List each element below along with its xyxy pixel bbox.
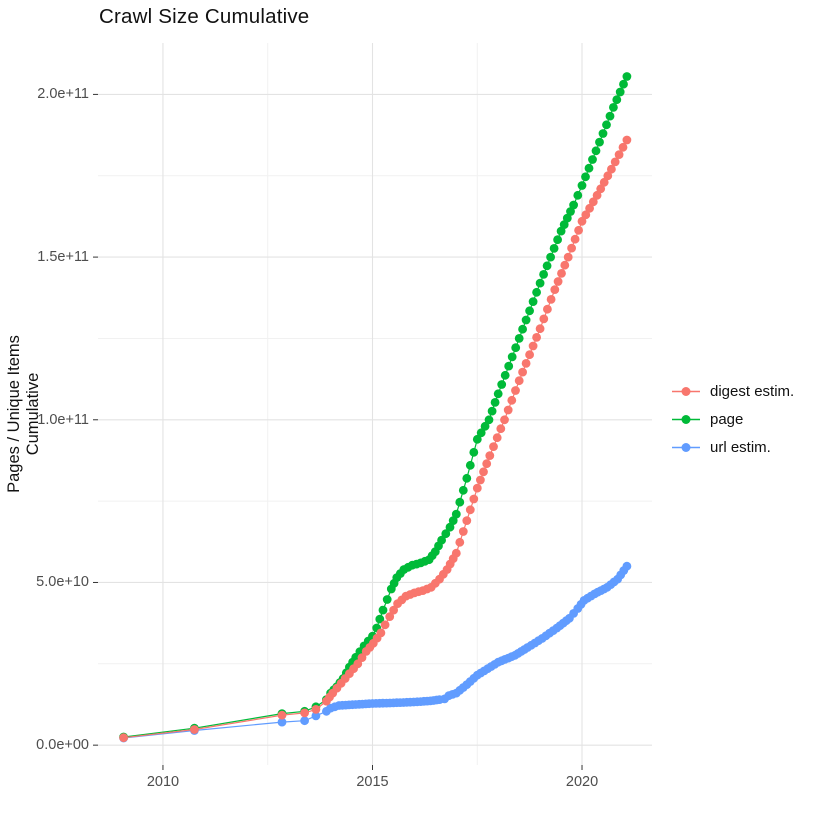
y-tick-label-1.5e+11: 1.5e+11	[37, 249, 89, 266]
x-tick-label-2010: 2010	[146, 774, 180, 790]
gridlines-minor	[98, 43, 652, 765]
legend-key-icon-digest-estim	[672, 387, 700, 396]
legend-key-icon-url-estim	[672, 443, 700, 452]
y-tick-label-2.0e+11: 2.0e+11	[37, 86, 89, 103]
y-tick-label-5.0e+10: 5.0e+10	[36, 574, 89, 591]
legend-label-page: page	[710, 411, 744, 428]
gridlines-major	[98, 43, 652, 765]
legend: digest estim. page url estim.	[671, 382, 794, 457]
legend-label-digest-estim: digest estim.	[710, 383, 795, 400]
series-digest-estim	[119, 135, 632, 743]
x-tick-label-2020: 2020	[565, 774, 599, 790]
y-tick-label-0.0e+00: 0.0e+00	[36, 737, 89, 754]
legend-label-url-estim: url estim.	[710, 439, 771, 456]
legend-item-url-estim: url estim.	[671, 438, 794, 457]
chart-title: Crawl Size Cumulative	[99, 5, 310, 28]
x-tick-label-2015: 2015	[356, 774, 389, 790]
legend-item-page: page	[671, 410, 794, 429]
legend-key-icon-page	[672, 415, 700, 424]
y-tick-label-1.0e+11: 1.0e+11	[37, 411, 89, 428]
series-url-estim	[119, 561, 632, 743]
legend-item-digest-estim: digest estim.	[671, 382, 794, 401]
axis-tick-marks	[93, 93, 583, 770]
